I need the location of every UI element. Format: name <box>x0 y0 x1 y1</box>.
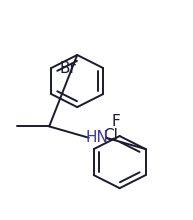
Text: Cl: Cl <box>103 128 118 143</box>
Text: Br: Br <box>59 61 76 75</box>
Text: F: F <box>111 114 120 129</box>
Text: HN: HN <box>86 130 109 145</box>
